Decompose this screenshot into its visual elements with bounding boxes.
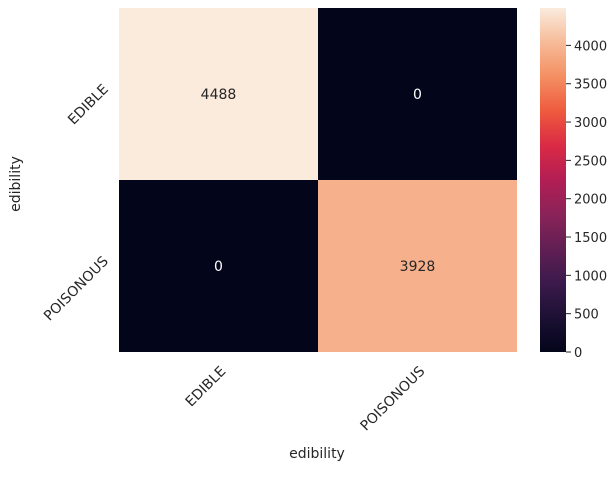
colorbar-gradient <box>540 8 566 352</box>
heatmap-cell <box>318 180 517 352</box>
heatmap-cell <box>119 8 318 180</box>
heatmap-cell-value: 4488 <box>201 87 237 103</box>
heatmap-cell <box>119 180 318 352</box>
colorbar-tick-label: 2500 <box>574 154 607 169</box>
x-tick-label: EDIBLE <box>183 364 230 411</box>
colorbar-tick-label: 500 <box>574 308 599 323</box>
colorbar-tick-label: 1000 <box>574 269 607 284</box>
heatmap-cell-value: 3928 <box>400 259 436 275</box>
y-axis-ticks: EDIBLE POISONOUS <box>41 82 112 325</box>
heatmap-cell <box>318 8 517 180</box>
colorbar-tick-label: 4000 <box>574 39 607 54</box>
colorbar-ticks: 0 500 1000 1500 2000 2500 3000 3500 4000 <box>566 39 607 361</box>
x-axis-ticks: EDIBLE POISONOUS <box>183 363 429 434</box>
heatmap-cell-value: 0 <box>413 87 422 103</box>
x-axis-label: edibility <box>289 446 345 462</box>
x-tick-label: POISONOUS <box>358 363 429 434</box>
y-axis-label: edibility <box>8 156 24 212</box>
y-tick-label: POISONOUS <box>41 253 112 324</box>
colorbar-tick-label: 0 <box>574 346 582 361</box>
heatmap-cells <box>119 8 517 352</box>
colorbar-tick-label: 3000 <box>574 116 607 131</box>
y-tick-label: EDIBLE <box>65 82 112 129</box>
colorbar <box>540 8 566 352</box>
colorbar-tick-label: 2000 <box>574 193 607 208</box>
heatmap-cell-value: 0 <box>214 259 223 275</box>
colorbar-tick-label: 1500 <box>574 231 607 246</box>
heatmap-cell-labels: 4488 0 0 3928 <box>201 87 436 275</box>
colorbar-tick-label: 3500 <box>574 78 607 93</box>
